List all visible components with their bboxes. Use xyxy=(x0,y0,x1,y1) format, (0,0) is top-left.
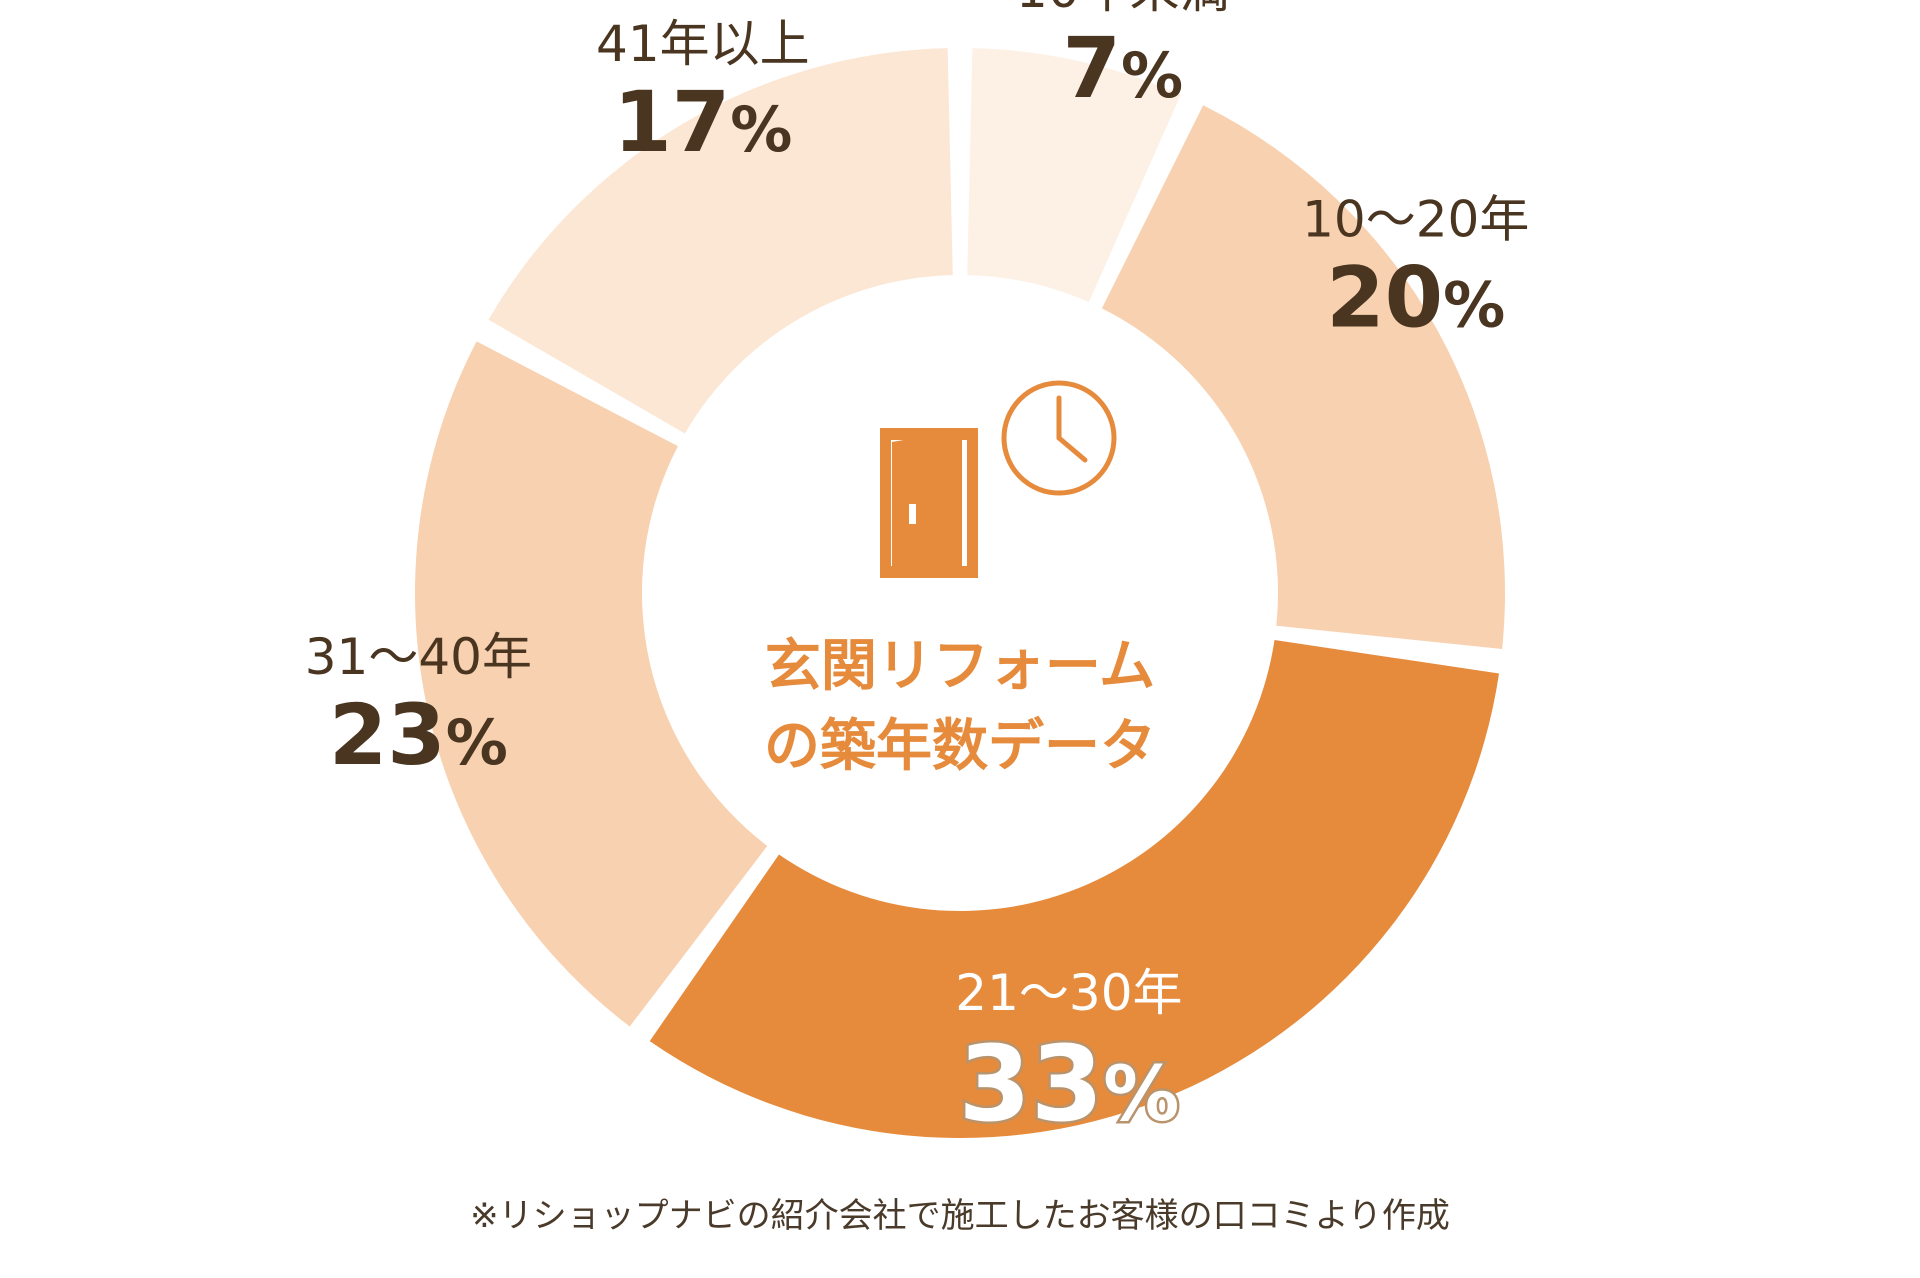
door-icon xyxy=(880,428,978,578)
slice-value-label-1: 7% xyxy=(1063,19,1184,117)
slice-value-label-2: 20% xyxy=(1326,248,1505,346)
slice-value-label-4: 23% xyxy=(329,686,508,784)
pie-slice-5 xyxy=(488,48,953,434)
chart-title-line-1: 玄関リフォーム xyxy=(765,634,1155,699)
pie-slice-1 xyxy=(967,48,1181,303)
slice-value-label-5: 17% xyxy=(613,73,792,171)
donut-segments xyxy=(414,48,1505,1138)
slice-value-label-3: 33% xyxy=(958,1023,1179,1145)
clock-icon xyxy=(1001,380,1117,496)
footnote: ※リショップナビの紹介会社で施工したお客様の口コミより作成 xyxy=(470,1196,1450,1236)
chart-title-line-2: の築年数データ xyxy=(764,714,1156,779)
slice-category-label-3: 21～30年 xyxy=(955,964,1182,1022)
pie-slice-3 xyxy=(649,640,1500,1138)
slice-category-label-4: 31～40年 xyxy=(305,628,532,686)
slice-category-label-1: 10年未満 xyxy=(1016,0,1230,19)
pie-slice-2 xyxy=(1101,105,1505,650)
pie-slice-4 xyxy=(414,341,768,1027)
slice-category-label-2: 10～20年 xyxy=(1302,190,1529,248)
slice-category-label-5: 41年以上 xyxy=(596,15,810,73)
